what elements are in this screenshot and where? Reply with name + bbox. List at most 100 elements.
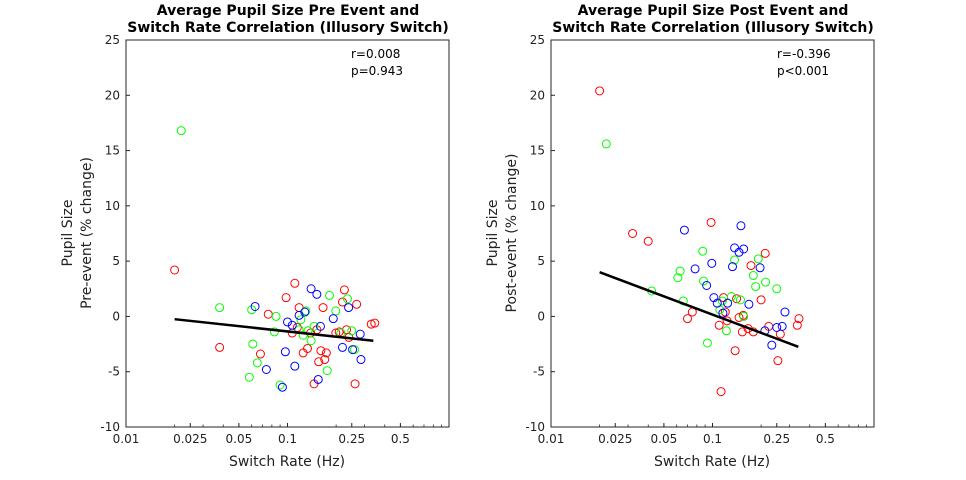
data-point [675,266,685,276]
data-point [277,382,287,392]
data-point [772,284,782,294]
data-point [255,349,265,359]
data-point [739,311,749,321]
data-point [601,139,611,149]
data-point [290,278,300,288]
data-point [244,372,254,382]
x-tick-label: 0.25 [338,432,365,446]
data-point [673,273,683,283]
data-point [726,292,736,302]
data-point [736,221,746,231]
x-axis-ticks: 0.01 0.025 0.05 0.1 0.25 0.5 [538,423,868,446]
y-tick-label: 15 [105,144,120,158]
data-point [176,126,186,136]
data-point [342,294,352,304]
data-point [315,321,325,331]
data-point [370,318,380,328]
y-axis-ticks: -10 -5 0 5 10 15 20 25 [100,33,130,434]
data-point [699,276,709,286]
y-axis-label-line-2: Post-event (% change) [504,154,520,313]
correlation-r: r=0.008 [351,47,400,61]
y-tick-label: 25 [105,33,120,47]
data-point [337,297,347,307]
data-point [734,247,744,257]
data-point [723,298,733,308]
data-point [706,217,716,227]
data-point [780,307,790,317]
x-tick-label: 0.5 [816,432,835,446]
regression-line [174,317,374,342]
data-point [215,303,225,313]
x-tick-label: 0.1 [278,432,297,446]
x-tick-label: 0.25 [763,432,790,446]
correlation-r: r=-0.396 [777,47,831,61]
x-tick-label: 0.01 [538,432,565,446]
data-point [322,366,332,376]
data-point [714,320,724,330]
data-point [715,305,725,315]
y-axis-label-line-2: Pre-event (% change) [79,157,95,309]
y-tick-label: 15 [530,144,545,158]
data-point [352,299,362,309]
data-point [748,271,758,281]
data-point [730,346,740,356]
data-point [281,293,291,303]
x-axis-ticks: 0.01 0.025 0.05 0.1 0.25 0.5 [113,423,443,446]
data-point [702,280,712,290]
data-point [728,262,738,272]
data-point [773,356,783,366]
y-tick-label: 0 [112,309,120,323]
data-point [595,86,605,96]
data-point [718,308,728,318]
data-point [290,361,300,371]
y-tick-label: 25 [530,33,545,47]
data-point [328,314,338,324]
data-point [316,346,326,356]
data-point [312,289,322,299]
data-point [348,345,358,355]
data-point [755,263,765,273]
correlation-p: p=0.943 [351,64,403,78]
data-point [356,355,366,365]
chart-title-line-2: Switch Rate Correlation (Illusory Switch… [127,20,449,36]
data-point [690,264,700,274]
x-tick-label: 0.1 [703,432,722,446]
data-point [309,321,319,331]
x-tick-label: 0.05 [651,432,678,446]
x-tick-label: 0.025 [173,432,207,446]
data-point [732,294,742,304]
data-point [337,342,347,352]
data-point [271,311,281,321]
data-point [331,306,341,316]
data-point [721,326,731,336]
data-point [682,314,692,324]
x-tick-label: 0.05 [226,432,253,446]
data-point [339,285,349,295]
data-point [250,301,260,311]
x-tick-label: 0.5 [391,432,410,446]
data-point [679,225,689,235]
data-point [698,246,708,256]
y-tick-label: 5 [537,254,545,268]
y-tick-label: -10 [525,420,545,434]
y-axis-label-line-1: Pupil Size [60,200,76,267]
correlation-p: p<0.001 [777,64,829,78]
data-point [280,347,290,357]
data-point [298,330,308,340]
x-tick-label: 0.01 [113,432,140,446]
data-point [170,265,180,275]
data-point [215,342,225,352]
chart-title-line-1: Average Pupil Size Pre Event and [157,3,420,19]
data-point [300,307,310,317]
data-point [313,374,323,384]
y-tick-label: 20 [530,88,545,102]
data-point [287,320,297,330]
data-point [275,380,285,390]
x-axis-label: Switch Rate (Hz) [229,454,345,470]
data-point [767,340,777,350]
y-tick-label: 20 [105,88,120,102]
chart-title-line-2: Switch Rate Correlation (Illusory Switch… [552,20,874,36]
data-point [347,326,357,336]
y-tick-label: -5 [108,365,120,379]
data-point [734,313,744,323]
